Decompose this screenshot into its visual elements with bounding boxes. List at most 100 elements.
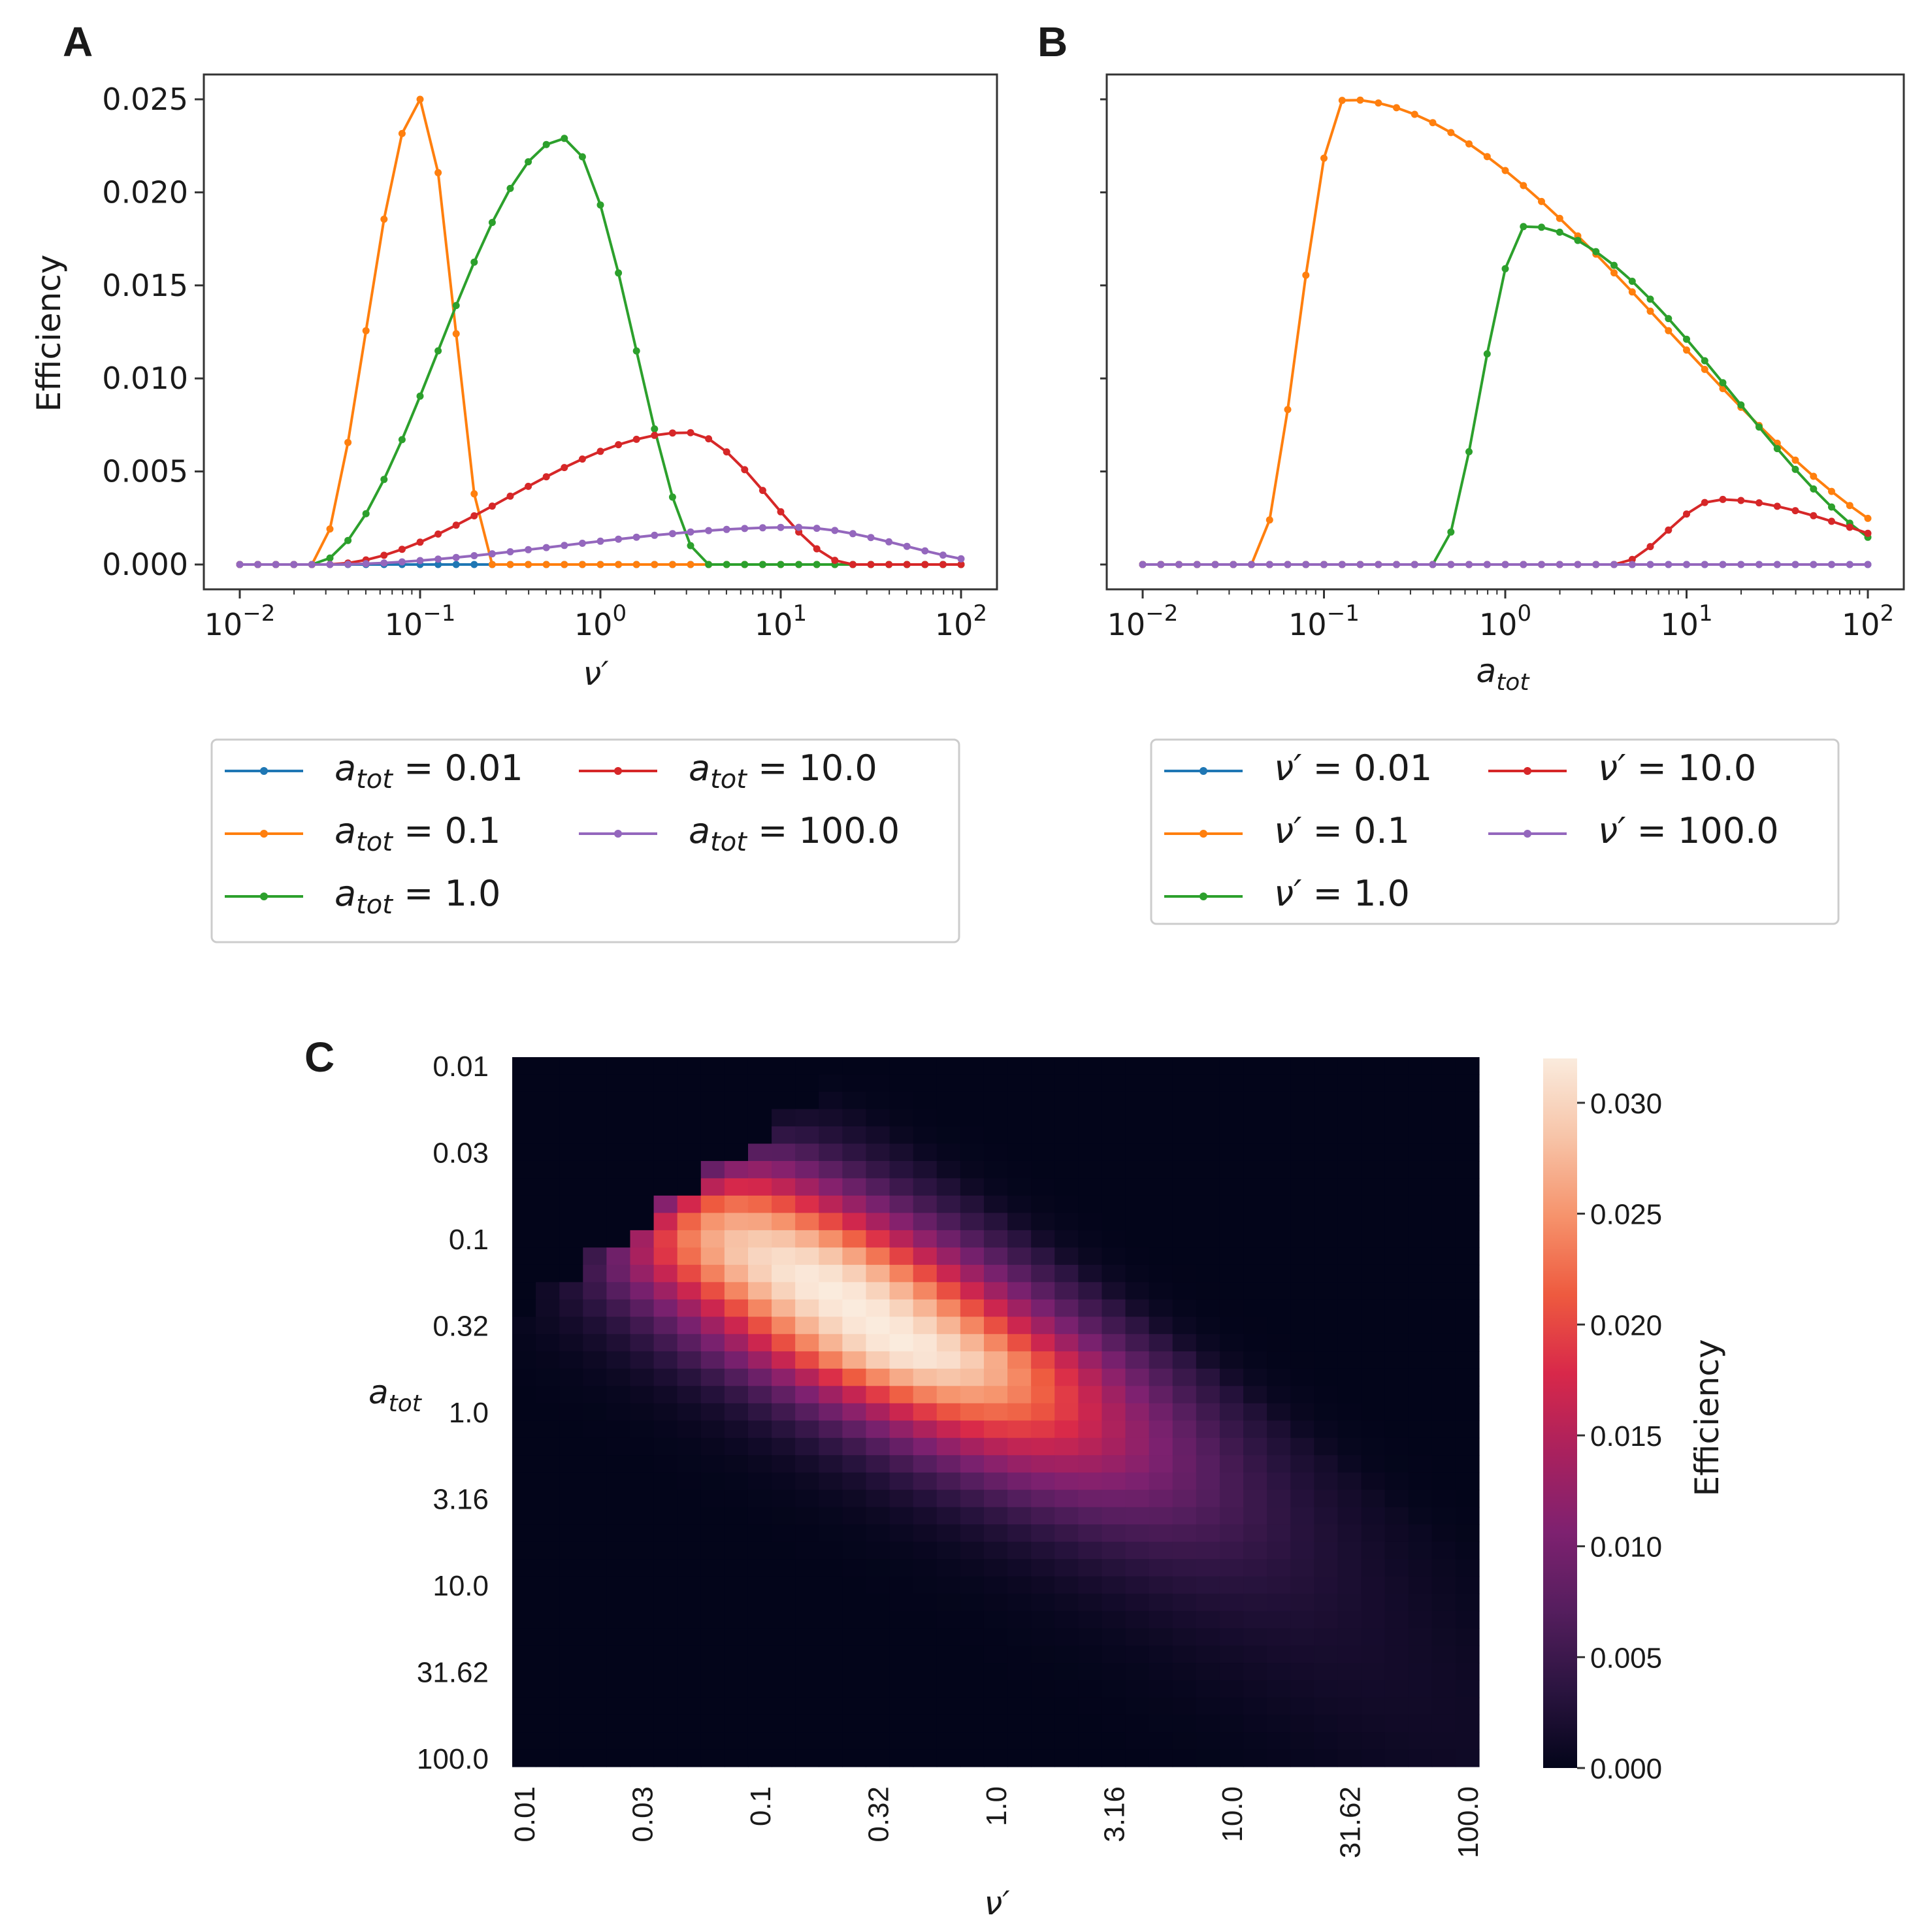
heatmap-cell [983, 1091, 1008, 1110]
heatmap-cell [1219, 1334, 1244, 1352]
heatmap-cell [653, 1299, 678, 1317]
heatmap-cell [1314, 1455, 1339, 1473]
heatmap-cell [913, 1074, 938, 1092]
heatmap-cell [1125, 1143, 1150, 1162]
heatmap-cell [1149, 1091, 1173, 1110]
heatmap-cell [889, 1403, 914, 1421]
heatmap-cell [724, 1074, 749, 1092]
a-series-point-1 [488, 561, 496, 568]
heatmap-cell [512, 1213, 536, 1231]
a-series-point-3 [488, 502, 496, 510]
b-series-point-1 [1284, 406, 1292, 414]
heatmap-cell [747, 1576, 772, 1594]
heatmap-cell [983, 1126, 1008, 1145]
colorbar-tick-label: 0.015 [1590, 1420, 1662, 1452]
heatmap-cell [913, 1091, 938, 1110]
b-series-point-2 [1828, 503, 1835, 511]
heatmap-cell [1290, 1714, 1314, 1733]
heatmap-cell [1267, 1628, 1291, 1646]
heatmap-cell [1314, 1732, 1339, 1750]
heatmap-cell [1007, 1611, 1032, 1629]
heatmap-cell [1290, 1576, 1314, 1594]
heatmap-cell [1172, 1126, 1197, 1145]
heatmap-cell [1125, 1368, 1150, 1386]
heatmap-cell [1054, 1749, 1079, 1767]
heatmap-cell [1337, 1178, 1362, 1196]
heatmap-cell [1337, 1160, 1362, 1179]
heatmap-cell [889, 1645, 914, 1663]
heatmap-cell [1102, 1230, 1126, 1248]
heatmap-cell [1408, 1074, 1433, 1092]
heatmap-cell [1078, 1230, 1103, 1248]
heatmap-cell [1219, 1317, 1244, 1335]
heatmap-cell [983, 1628, 1008, 1646]
b-series-point-2 [1610, 261, 1618, 269]
heatmap-cell [1007, 1317, 1032, 1335]
heatmap-cell [1290, 1109, 1314, 1127]
heatmap-cell [536, 1334, 560, 1352]
a-series-point-4 [506, 548, 514, 555]
panel-a-line-chart: 10−2 10−1 100 101 1020.0000.0050.0100.0150.0… [30, 73, 998, 943]
heatmap-cell [1384, 1178, 1409, 1196]
heatmap-cell [1102, 1195, 1126, 1213]
heatmap-cell [1078, 1160, 1103, 1179]
heatmap-cell [866, 1749, 890, 1767]
heatmap-cell [1031, 1264, 1055, 1283]
heatmap-cell [1125, 1611, 1150, 1629]
heatmap-cell [1431, 1490, 1456, 1508]
heatmap-cell [1361, 1057, 1386, 1075]
heatmap-cell [983, 1472, 1008, 1490]
heatmap-cell [512, 1714, 536, 1733]
heatmap-cell [677, 1663, 702, 1681]
heatmap-cell [1384, 1126, 1409, 1145]
b-legend-value: = 10.0 [1625, 747, 1756, 789]
a-legend-value: = 0.1 [393, 810, 500, 851]
a-series-point-4 [470, 552, 478, 559]
heatmap-cell [583, 1455, 607, 1473]
heatmap-cell [1149, 1628, 1173, 1646]
heatmap-cell [1172, 1628, 1197, 1646]
heatmap-cell [842, 1247, 867, 1266]
heatmap-cell [960, 1160, 985, 1179]
heatmap-cell [1219, 1611, 1244, 1629]
b-series-point-2 [1556, 228, 1563, 236]
heatmap-cell [1125, 1126, 1150, 1145]
heatmap-cell [1196, 1057, 1220, 1075]
heatmap-cell [1219, 1437, 1244, 1456]
heatmap-cell [1361, 1559, 1386, 1577]
heatmap-cell [700, 1299, 725, 1317]
b-series-point-4 [1157, 561, 1165, 568]
heatmap-cell [889, 1472, 914, 1490]
heatmap-cell [1408, 1611, 1433, 1629]
heatmap-cell [1219, 1749, 1244, 1767]
heatmap-cell [747, 1351, 772, 1369]
b-xtick-base: 10 [1660, 607, 1699, 642]
a-series-point-4 [795, 523, 803, 531]
heatmap-ytick-label: 3.16 [433, 1483, 489, 1515]
heatmap-cell [606, 1594, 631, 1612]
heatmap-cell [583, 1351, 607, 1369]
a-series-point-3 [813, 545, 821, 553]
heatmap-cell [724, 1420, 749, 1439]
heatmap-cell [606, 1420, 631, 1439]
heatmap-cell [1431, 1317, 1456, 1335]
heatmap-cell [1431, 1455, 1456, 1473]
heatmap-cell [1031, 1178, 1055, 1196]
heatmap-cell [512, 1628, 536, 1646]
heatmap-cell [1125, 1160, 1150, 1179]
heatmap-cell [1054, 1178, 1079, 1196]
heatmap-cell [1337, 1697, 1362, 1716]
a-legend-value: = 10.0 [747, 747, 877, 789]
heatmap-cell [1125, 1507, 1150, 1525]
heatmap-cell [747, 1143, 772, 1162]
heatmap-cell [983, 1490, 1008, 1508]
a-xtick-label: 10−1 [385, 600, 456, 642]
heatmap-cell [1172, 1057, 1197, 1075]
heatmap-cell [819, 1524, 843, 1543]
heatmap-cell [983, 1368, 1008, 1386]
heatmap-cell [1078, 1576, 1103, 1594]
heatmap-cell [1314, 1368, 1339, 1386]
heatmap-cell [795, 1611, 819, 1629]
b-series-point-1 [1556, 214, 1563, 222]
heatmap-cell [559, 1594, 583, 1612]
